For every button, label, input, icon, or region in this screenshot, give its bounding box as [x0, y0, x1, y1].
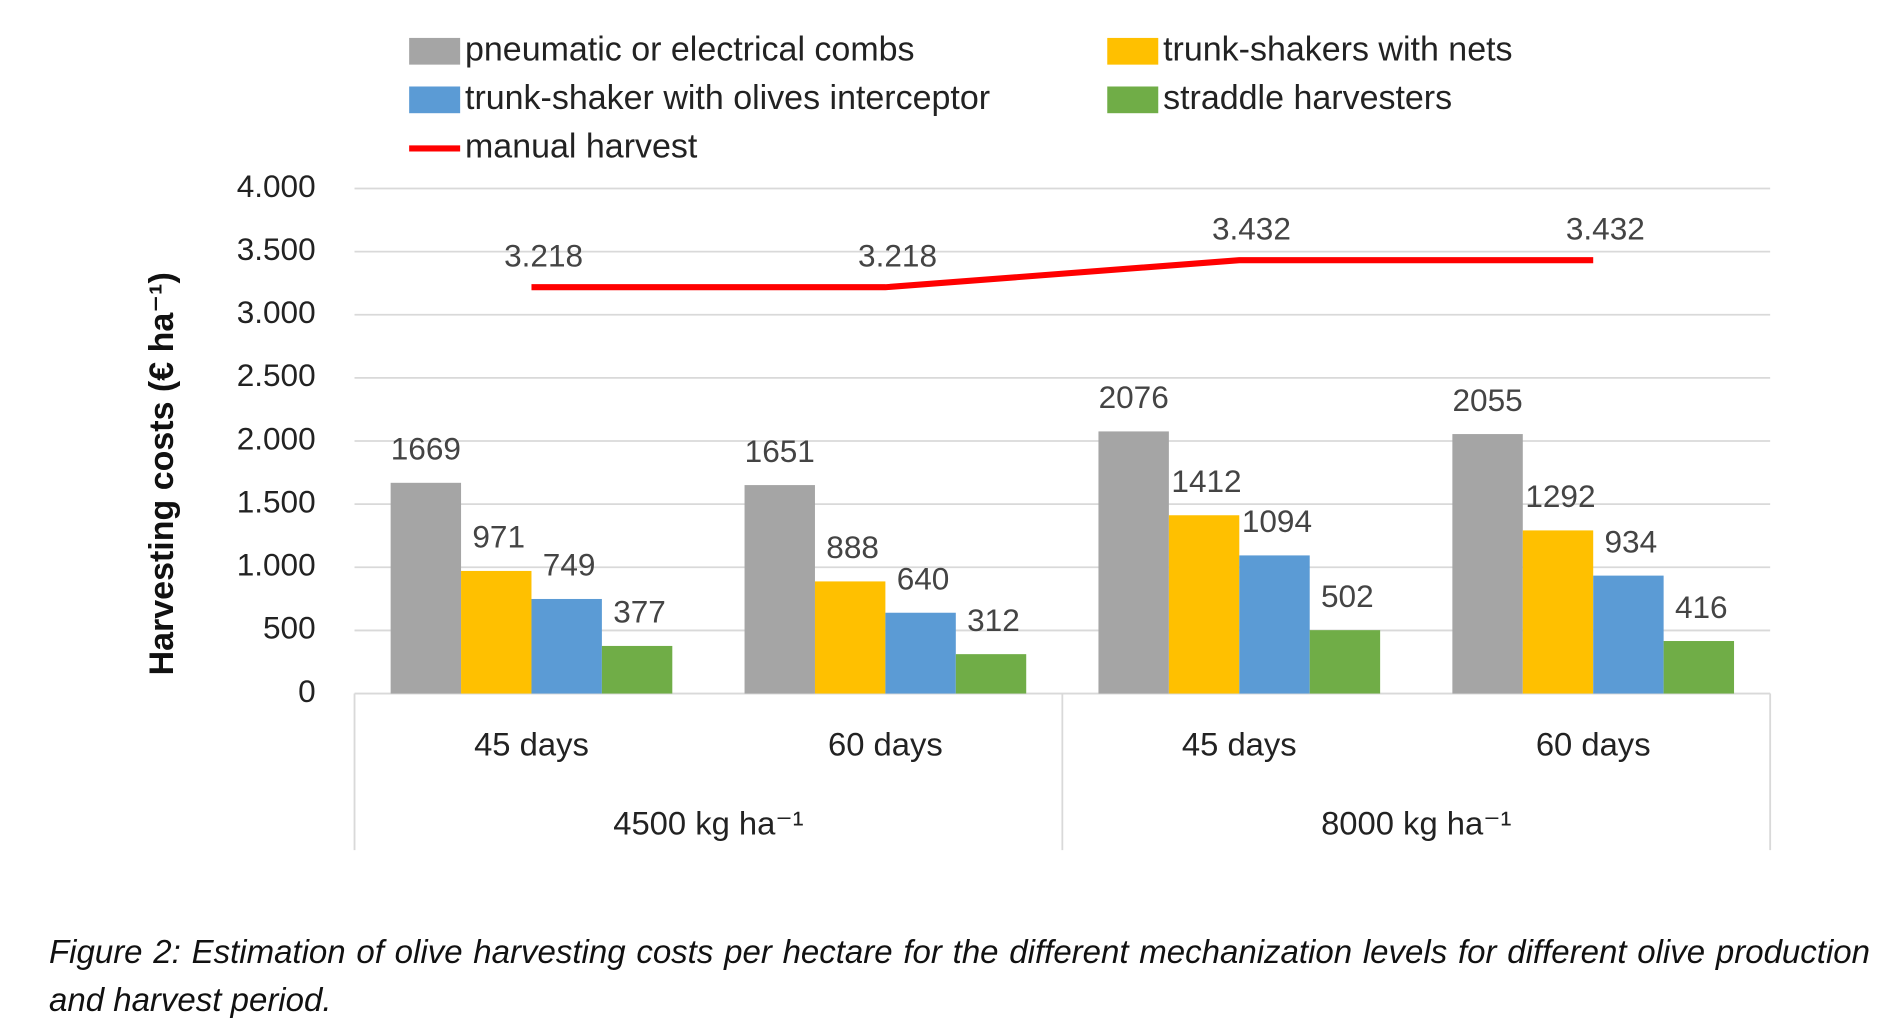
x-tick-label: 60 days: [1536, 726, 1651, 763]
y-tick-label: 1.500: [237, 483, 316, 519]
bar: [1309, 630, 1381, 694]
line-value-label: 3.218: [504, 237, 583, 273]
y-tick-label: 3.000: [237, 294, 316, 330]
bar: [461, 570, 532, 694]
bar-value-label: 1669: [391, 431, 461, 467]
line-series: [531, 257, 1594, 291]
bar: [1522, 530, 1594, 694]
legend-label: trunk-shaker with olives interceptor: [465, 79, 990, 117]
caption: Figure 2: Estimation of olive harvesting…: [49, 933, 1870, 1018]
bar-value-label: 640: [897, 561, 950, 597]
bar-value-label: 2076: [1099, 379, 1169, 415]
bar: [390, 482, 462, 694]
y-tick-label: 2.500: [237, 357, 316, 393]
legend-label: pneumatic or electrical combs: [465, 30, 915, 68]
legend-swatch: [409, 86, 461, 114]
legend-swatch: [409, 37, 461, 65]
legend-label: trunk-shakers with nets: [1163, 30, 1512, 68]
legend-label: manual harvest: [465, 127, 698, 165]
bar-value-label: 934: [1605, 523, 1658, 559]
line-value-label: 3.432: [1212, 210, 1291, 246]
bar: [1239, 555, 1310, 694]
y-tick-label: 2.000: [237, 420, 316, 456]
bar-value-label: 888: [826, 529, 879, 565]
x-tick-label: 60 days: [828, 726, 943, 763]
y-tick-label: 3.500: [237, 231, 316, 267]
bar-value-label: 2055: [1452, 382, 1522, 418]
legend-swatch: [1107, 37, 1159, 65]
bar-value-label: 1094: [1242, 503, 1312, 539]
legend-swatch: [1107, 86, 1159, 114]
bar: [955, 654, 1027, 694]
bar: [1593, 575, 1664, 694]
group-label: 4500 kg ha⁻¹: [613, 805, 803, 842]
x-tick-label: 45 days: [474, 726, 589, 763]
y-tick-label: 0: [298, 673, 316, 709]
bar-value-label: 749: [543, 547, 596, 583]
bar: [744, 485, 815, 694]
bar-value-label: 1292: [1525, 478, 1595, 514]
y-axis-label: Harvesting costs (€ ha⁻¹): [143, 272, 181, 675]
bar: [1452, 434, 1523, 694]
bar-value-label: 377: [613, 594, 666, 630]
bar: [1098, 431, 1169, 694]
bar-value-label: 502: [1321, 578, 1374, 614]
legend-label: straddle harvesters: [1163, 79, 1452, 117]
line-value-label: 3.218: [858, 237, 937, 273]
x-tick-label: 45 days: [1182, 726, 1297, 763]
y-tick-label: 4.000: [237, 168, 316, 204]
bar: [531, 598, 602, 694]
line-value-label: 3.432: [1566, 210, 1645, 246]
bar-value-label: 1412: [1171, 463, 1241, 499]
bar: [601, 645, 673, 694]
bar: [885, 612, 956, 694]
bar: [1168, 515, 1240, 694]
bar: [1663, 641, 1735, 694]
y-tick-label: 1.000: [237, 547, 316, 583]
bar-value-label: 1651: [745, 433, 815, 469]
y-tick-label: 500: [263, 610, 316, 646]
group-label: 8000 kg ha⁻¹: [1321, 805, 1511, 842]
bar-value-label: 312: [967, 602, 1020, 638]
bar-value-label: 416: [1675, 589, 1728, 625]
bar-value-label: 971: [472, 519, 525, 555]
bar: [814, 581, 886, 694]
